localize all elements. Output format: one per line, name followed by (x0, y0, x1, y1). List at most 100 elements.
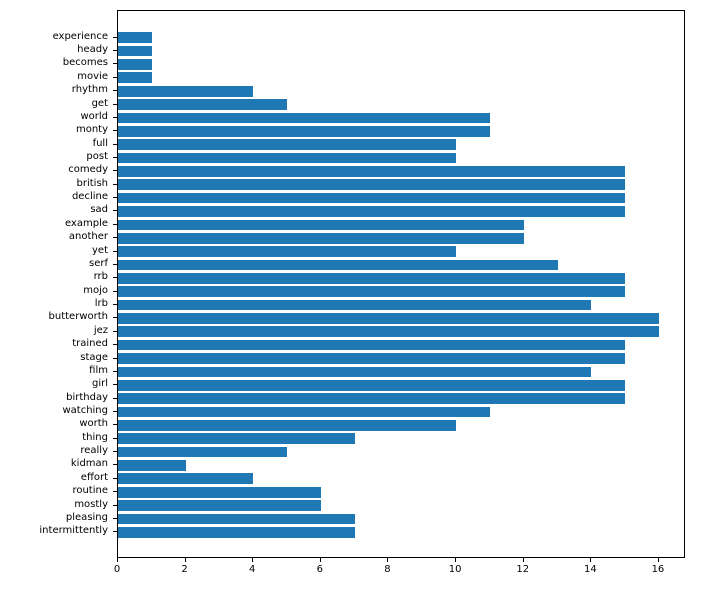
y-tick-mark (113, 397, 117, 399)
y-tick-mark (113, 50, 117, 52)
bar-yet (118, 246, 457, 257)
y-tick-mark (113, 344, 117, 346)
y-tick-label-girl: girl (91, 378, 108, 390)
bar-movie (118, 72, 152, 84)
y-tick-mark (113, 130, 117, 132)
x-tick-mark (252, 558, 254, 562)
y-tick-label-trained: trained (72, 338, 108, 350)
bar-watching (118, 406, 490, 418)
y-tick-label-post: post (86, 151, 108, 163)
y-tick-mark (113, 36, 117, 38)
x-tick-mark (522, 558, 524, 562)
y-tick-mark (113, 116, 117, 118)
bar-monty (118, 125, 490, 137)
bar-heady (118, 45, 152, 57)
y-tick-label-worth: worth (79, 418, 108, 430)
y-tick-label-stage: stage (80, 351, 108, 363)
y-tick-label-yet: yet (92, 244, 108, 256)
bar-birthday (118, 393, 626, 404)
y-tick-label-another: another (68, 231, 108, 243)
y-tick-label-heady: heady (77, 44, 108, 56)
y-tick-mark (113, 304, 117, 306)
y-tick-mark (113, 410, 117, 412)
y-tick-label-example: example (64, 217, 108, 229)
y-tick-mark (113, 464, 117, 466)
y-tick-label-decline: decline (71, 191, 108, 203)
y-tick-mark (113, 317, 117, 319)
bar-rhythm (118, 85, 254, 97)
y-tick-label-comedy: comedy (68, 164, 108, 176)
y-tick-mark (113, 451, 117, 453)
y-tick-mark (113, 170, 117, 172)
y-tick-mark (113, 370, 117, 372)
x-tick-mark (387, 558, 389, 562)
x-tick-mark (117, 558, 118, 562)
y-tick-mark (113, 477, 117, 479)
x-tick-label-10: 10 (448, 564, 462, 575)
y-tick-mark (113, 277, 117, 279)
y-tick-mark (113, 183, 117, 185)
y-tick-label-movie: movie (77, 70, 108, 82)
x-tick-mark (319, 558, 321, 562)
y-tick-mark (113, 157, 117, 159)
y-tick-label-intermittently: intermittently (39, 525, 108, 537)
y-tick-label-get: get (91, 97, 108, 109)
y-tick-mark (113, 223, 117, 225)
y-tick-label-rhythm: rhythm (71, 84, 108, 96)
y-tick-mark (113, 357, 117, 359)
bar-mojo (118, 286, 626, 298)
y-tick-mark (113, 263, 117, 265)
y-tick-mark (113, 504, 117, 506)
bar-girl (118, 379, 626, 391)
plot-area (117, 10, 685, 558)
y-tick-label-thing: thing (82, 431, 108, 443)
y-tick-mark (113, 424, 117, 426)
bar-butterworth (118, 313, 659, 324)
x-tick-label-14: 14 (583, 564, 597, 575)
y-tick-label-monty: monty (75, 124, 108, 136)
y-tick-mark (113, 197, 117, 199)
y-tick-label-full: full (92, 137, 108, 149)
y-tick-mark (113, 90, 117, 92)
y-tick-mark (113, 517, 117, 519)
y-tick-label-birthday: birthday (66, 391, 108, 403)
bar-stage (118, 353, 626, 364)
y-tick-label-pleasing: pleasing (65, 511, 108, 523)
y-tick-label-mostly: mostly (74, 498, 108, 510)
bar-pleasing (118, 513, 355, 525)
y-tick-label-film: film (89, 364, 108, 376)
y-tick-mark (113, 330, 117, 332)
bar-decline (118, 192, 626, 204)
bar-becomes (118, 59, 152, 70)
y-tick-mark (113, 103, 117, 105)
bar-get (118, 99, 288, 110)
y-tick-label-kidman: kidman (70, 458, 108, 470)
bar-intermittently (118, 526, 355, 538)
x-tick-label-2: 2 (181, 564, 188, 575)
bar-routine (118, 486, 321, 498)
x-tick-mark (455, 558, 457, 562)
x-tick-mark (657, 558, 659, 562)
y-tick-label-lrb: lrb (94, 298, 108, 310)
y-tick-mark (113, 290, 117, 292)
bar-post (118, 152, 457, 164)
bar-lrb (118, 299, 592, 311)
y-tick-label-watching: watching (62, 404, 108, 416)
y-tick-label-jez: jez (93, 324, 108, 336)
bar-thing (118, 433, 355, 445)
y-tick-label-sad: sad (90, 204, 108, 216)
bar-comedy (118, 166, 626, 177)
y-tick-label-becomes: becomes (62, 57, 108, 69)
x-tick-label-6: 6 (316, 564, 324, 575)
y-tick-mark (113, 531, 117, 533)
y-tick-label-rrb: rrb (93, 271, 108, 283)
x-tick-label-0: 0 (113, 564, 121, 575)
y-tick-mark (113, 437, 117, 439)
y-tick-label-world: world (80, 110, 108, 122)
bar-serf (118, 259, 558, 271)
y-tick-mark (113, 250, 117, 252)
y-tick-label-serf: serf (89, 257, 108, 269)
bar-example (118, 219, 524, 231)
bar-jez (118, 326, 659, 338)
